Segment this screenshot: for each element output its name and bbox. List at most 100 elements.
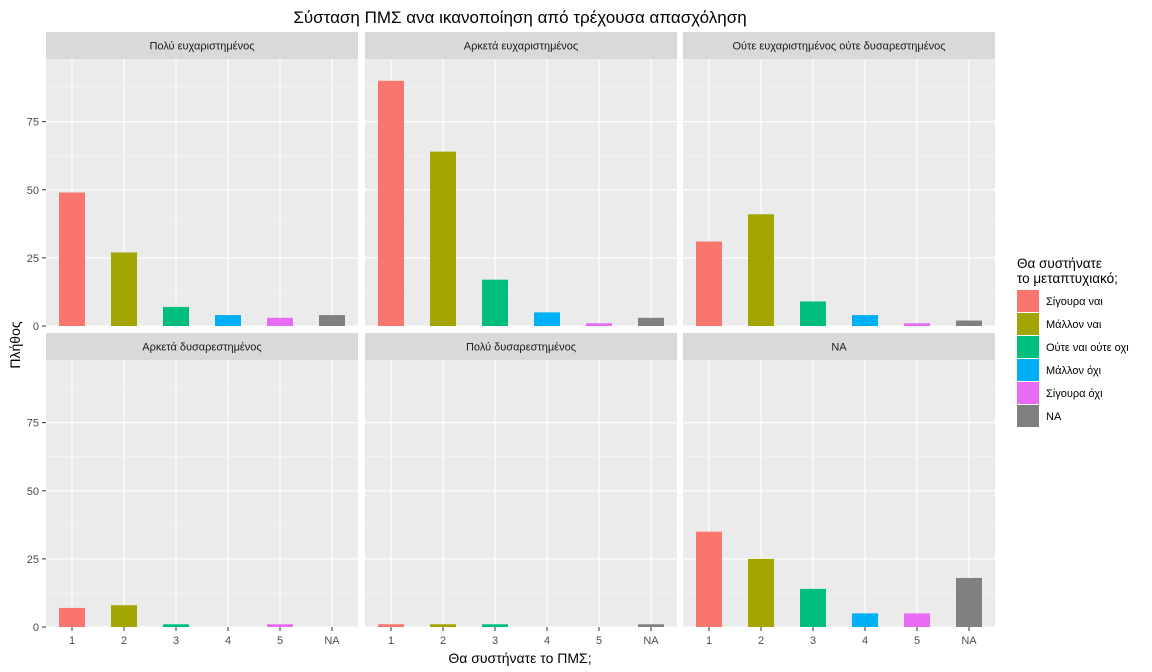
bar: [378, 80, 404, 326]
bar: [586, 323, 612, 326]
x-tick-label: NA: [324, 635, 340, 647]
legend-label: Μάλλον όχι: [1046, 365, 1102, 377]
bar: [163, 306, 189, 326]
x-tick-label: 4: [544, 635, 550, 647]
facet-panel: Αρκετά δυσαρεστημένος 0 25 50 75 1 2 3 4 5 NA: [27, 333, 358, 647]
bar: [111, 252, 137, 326]
y-tick-label: 50: [27, 185, 39, 197]
x-tick-label: 3: [492, 635, 498, 647]
x-tick-label: 4: [225, 635, 231, 647]
x-tick-label: 3: [173, 635, 179, 647]
facet-strip: [365, 32, 677, 59]
bar: [852, 315, 878, 326]
x-tick-label: NA: [643, 635, 659, 647]
bar: [904, 323, 930, 326]
bar: [378, 624, 404, 627]
bar: [59, 192, 85, 326]
facet-strip: [46, 32, 358, 59]
facet-strip-label: Αρκετά ευχαριστημένος: [464, 41, 578, 53]
bar: [482, 624, 508, 627]
y-tick-label: 25: [27, 554, 39, 566]
chart-title: Σύσταση ΠΜΣ ανα ικανοποίηση από τρέχουσα…: [293, 8, 746, 27]
bar: [696, 241, 722, 326]
plot-background: [46, 360, 358, 627]
bar: [430, 151, 456, 326]
y-tick-label: 0: [33, 321, 39, 333]
bar: [956, 320, 982, 326]
x-tick-label: 5: [914, 635, 920, 647]
facet-panel: NA 1 2 3 4 5 NA: [683, 333, 995, 647]
bar: [638, 317, 664, 326]
facet-strip: [683, 32, 995, 59]
x-tick-label: 1: [388, 635, 394, 647]
bar: [638, 624, 664, 627]
x-tick-label: NA: [961, 635, 977, 647]
y-tick-label: 75: [27, 418, 39, 430]
x-tick-label: 3: [810, 635, 816, 647]
x-tick-label: 1: [69, 635, 75, 647]
bar: [748, 214, 774, 326]
facet-strip-label: Πολύ δυσαρεστημένος: [466, 342, 576, 354]
facet-panel: Αρκετά ευχαριστημένος: [365, 32, 677, 327]
legend-key: [1017, 290, 1039, 312]
facet-strip: [365, 333, 677, 360]
bar: [163, 624, 189, 627]
facet-strip-label: Ούτε ευχαριστημένος ούτε δυσαρεστημένος: [732, 41, 945, 53]
facet-panel: Πολύ ευχαριστημένος 0 25 50 75: [27, 32, 358, 333]
bar: [904, 613, 930, 627]
x-tick-label: 2: [440, 635, 446, 647]
bar: [800, 588, 826, 627]
bar: [267, 624, 293, 627]
x-axis-title: Θα συστήνατε το ΠΜΣ;: [448, 650, 591, 666]
x-tick-label: 2: [121, 635, 127, 647]
legend-key: [1017, 382, 1039, 404]
x-tick-label: 5: [596, 635, 602, 647]
legend-key: [1017, 336, 1039, 358]
facet-strip-label: Πολύ ευχαριστημένος: [149, 41, 254, 53]
bar: [59, 607, 85, 627]
bar: [215, 315, 241, 326]
y-tick-label: 50: [27, 486, 39, 498]
plot-background: [365, 360, 677, 627]
bar: [800, 301, 826, 326]
legend-label: Σίγουρα ναι: [1046, 296, 1103, 308]
y-axis-title: Πλήθος: [7, 321, 23, 368]
facet-strip-label: Αρκετά δυσαρεστημένος: [142, 342, 261, 354]
bar: [319, 315, 345, 326]
bar: [430, 624, 456, 627]
y-tick-label: 0: [33, 622, 39, 634]
plot-background: [683, 59, 995, 326]
y-tick-label: 25: [27, 253, 39, 265]
legend-key: [1017, 405, 1039, 427]
legend-label: NA: [1046, 411, 1062, 423]
bar: [482, 279, 508, 326]
y-tick-label: 75: [27, 117, 39, 129]
bar: [696, 531, 722, 627]
facet-panel: Πολύ δυσαρεστημένος 1 2 3 4 5 NA: [365, 333, 677, 647]
legend-label: Σίγουρα όχι: [1046, 388, 1103, 400]
facet-panel: Ούτε ευχαριστημένος ούτε δυσαρεστημένος: [683, 32, 995, 327]
facet-strip: [683, 333, 995, 360]
facet-strip: [46, 333, 358, 360]
legend-key: [1017, 359, 1039, 381]
legend-title: το μεταπτυχιακό;: [1017, 271, 1118, 286]
bar: [267, 317, 293, 326]
x-tick-label: 5: [277, 635, 283, 647]
x-tick-label: 2: [758, 635, 764, 647]
plot-background: [365, 59, 677, 326]
plot-background: [683, 360, 995, 627]
bar: [748, 558, 774, 627]
legend-label: Ούτε ναι ούτε οχι: [1046, 342, 1129, 354]
bar: [111, 605, 137, 627]
legend-title: Θα συστήνατε: [1017, 256, 1102, 271]
facet-strip-label: NA: [831, 342, 847, 354]
bar: [852, 613, 878, 627]
legend-label: Μάλλον ναι: [1046, 319, 1102, 331]
bar: [956, 577, 982, 627]
bar: [534, 312, 560, 326]
x-tick-label: 1: [706, 635, 712, 647]
legend-key: [1017, 313, 1039, 335]
